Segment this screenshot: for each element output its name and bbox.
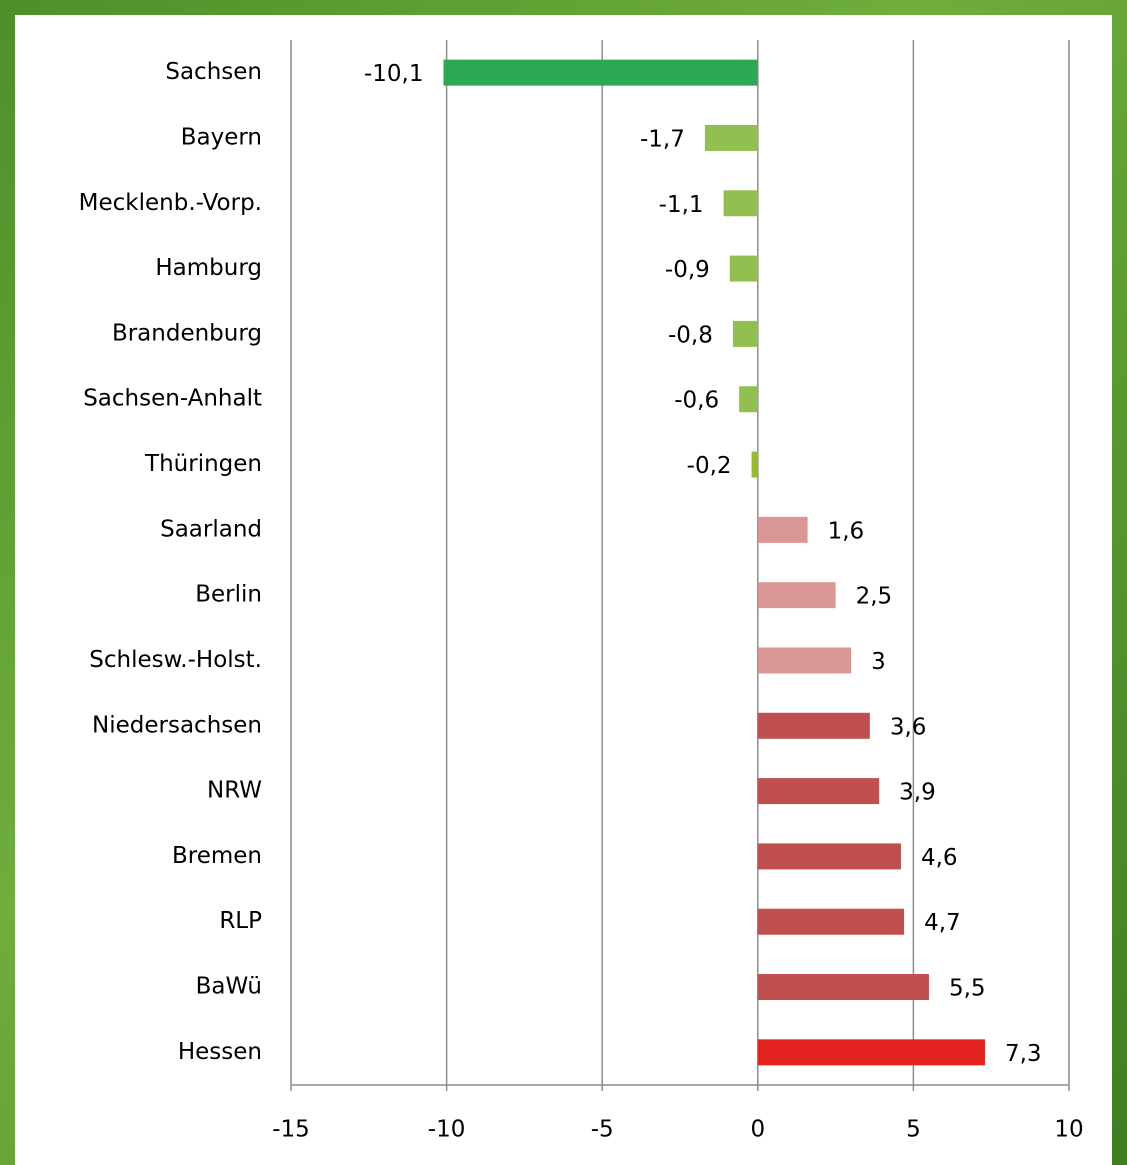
bar [732,320,758,347]
bar [757,516,808,543]
bar [443,59,758,86]
bar [757,908,905,935]
bar [704,124,758,151]
y-tick-label: Thüringen [144,451,262,477]
y-tick-label: Schlesw.-Holst. [89,647,262,673]
value-label: -1,7 [640,126,685,152]
bar [757,974,929,1001]
y-tick-label: Hessen [178,1039,262,1065]
bar [757,778,880,805]
y-tick-label: BaWü [196,974,262,1000]
y-tick-label: Niedersachsen [92,712,262,738]
chart-panel [15,15,1112,1165]
value-label: 3,6 [890,714,927,740]
y-tick-label: Bremen [172,843,262,869]
value-label: 7,3 [1005,1041,1042,1067]
y-tick-label: Sachsen-Anhalt [83,386,262,412]
bar [757,1039,985,1066]
bar [739,386,758,413]
y-tick-label: Berlin [195,582,262,608]
value-label: -1,1 [659,192,704,218]
value-label: -10,1 [364,61,424,87]
x-tick-label: 0 [750,1117,765,1143]
bar [757,843,901,870]
value-label: -0,8 [668,322,713,348]
value-label: -0,6 [674,388,719,414]
value-label: 2,5 [856,584,893,610]
bar [757,582,836,609]
bar [757,712,870,739]
bar [729,255,758,282]
bar [757,647,852,674]
value-label: 3,9 [899,780,936,806]
value-label: 5,5 [949,976,986,1002]
value-label: 4,6 [921,845,958,871]
value-label: 4,7 [924,910,961,936]
bar [723,190,758,217]
y-tick-label: Saarland [160,516,262,542]
value-label: -0,2 [687,453,732,479]
y-tick-label: RLP [219,908,262,934]
bar [751,451,758,478]
y-tick-label: Hamburg [155,255,262,281]
value-label: 1,6 [828,518,865,544]
x-tick-label: -10 [428,1117,466,1143]
y-tick-label: Sachsen [165,59,262,85]
y-tick-label: Bayern [181,124,262,150]
x-tick-label: -5 [591,1117,614,1143]
x-tick-label: 10 [1054,1117,1083,1143]
y-tick-label: Mecklenb.-Vorp. [79,190,262,216]
y-tick-label: NRW [207,778,262,804]
x-tick-label: 5 [906,1117,921,1143]
value-label: -0,9 [665,257,710,283]
y-tick-label: Brandenburg [112,320,262,346]
x-tick-label: -15 [272,1117,310,1143]
value-label: 3 [871,649,886,675]
